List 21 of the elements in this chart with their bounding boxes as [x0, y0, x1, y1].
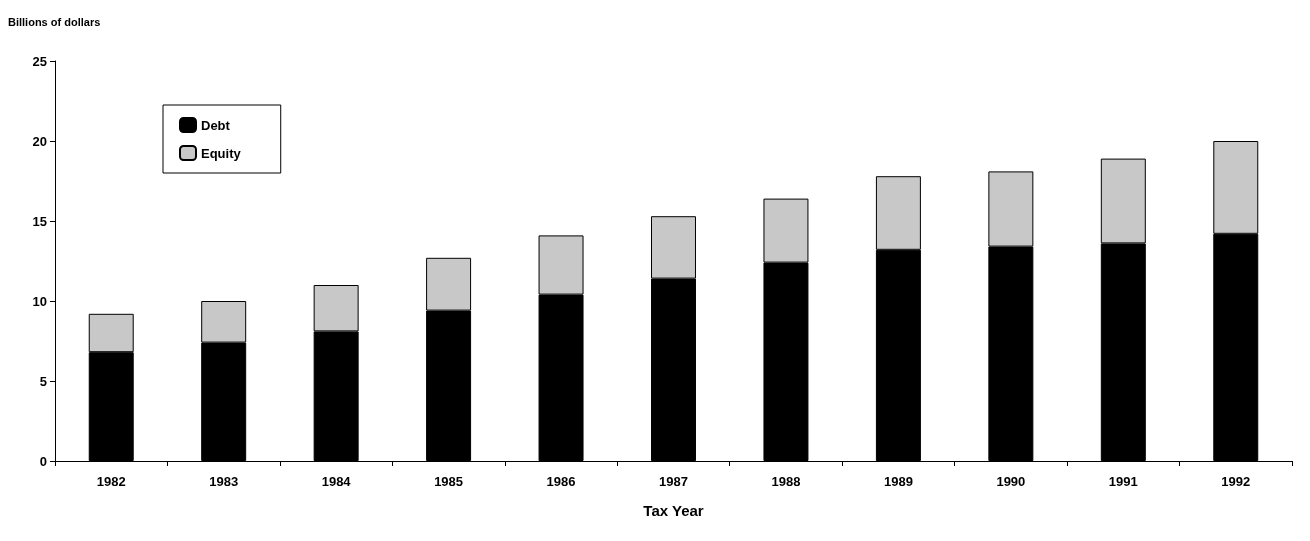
y-tick-label: 25 [32, 53, 47, 69]
x-tick-label: 1991 [1108, 474, 1138, 489]
y-tick-label: 0 [39, 453, 47, 469]
legend-label: Equity [201, 145, 242, 161]
y-tick-label: 5 [39, 373, 47, 389]
x-tick-label: 1986 [546, 474, 576, 489]
y-axis-title: Billions of dollars [8, 15, 101, 28]
y-tick-label: 15 [32, 213, 47, 229]
x-tick-label: 1988 [771, 474, 801, 489]
x-tick-label: 1983 [209, 474, 239, 489]
y-tick-label: 10 [32, 293, 47, 309]
x-tick-label: 1985 [434, 474, 464, 489]
x-tick-label: 1992 [1221, 474, 1251, 489]
x-tick-label: 1987 [659, 474, 688, 489]
x-tick-label: 1984 [321, 474, 352, 489]
x-tick-label: 1989 [883, 474, 913, 489]
x-axis-title: Tax Year [643, 502, 704, 519]
x-tick-label: 1990 [996, 474, 1026, 489]
y-tick-label: 20 [32, 133, 47, 149]
legend-label: Debt [201, 117, 231, 133]
x-tick-label: 1982 [96, 474, 126, 489]
